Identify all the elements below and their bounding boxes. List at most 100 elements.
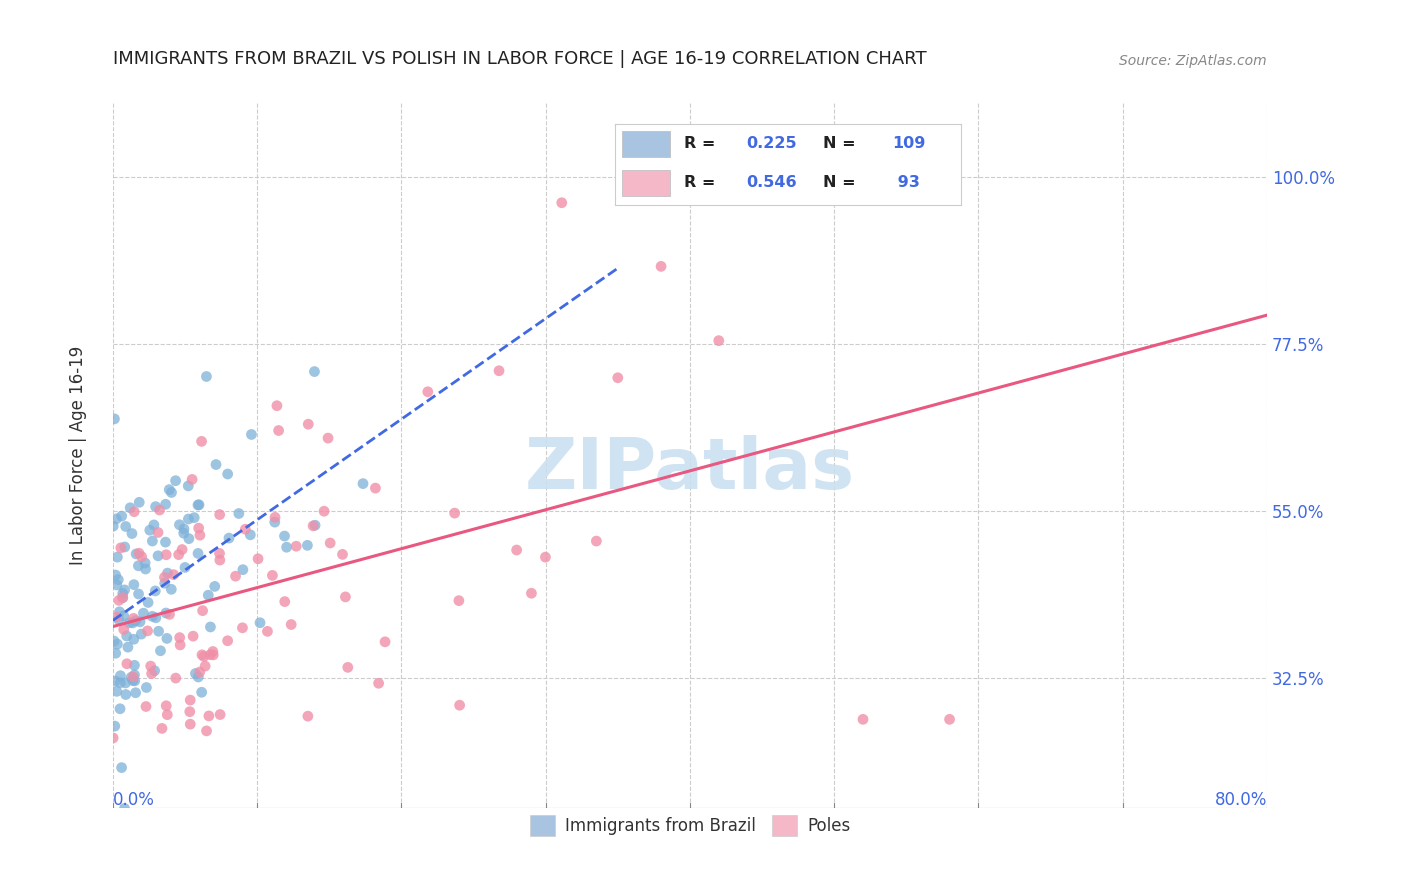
Point [128, 587, 150, 601]
Point [148, 503, 170, 517]
Legend: Immigrants from Brazil, Poles: Immigrants from Brazil, Poles [523, 809, 858, 842]
Point [111, 591, 134, 605]
Point [143, 583, 166, 598]
Point [232, 563, 254, 577]
Point [105, 578, 128, 592]
Point [488, 364, 510, 378]
Point [177, 532, 200, 546]
Point [184, 666, 207, 681]
Point [136, 595, 159, 609]
Point [233, 522, 256, 536]
Point [160, 582, 183, 597]
Point [297, 538, 319, 552]
Point [172, 542, 194, 557]
Point [124, 668, 146, 682]
Point [374, 635, 396, 649]
Point [247, 551, 270, 566]
Point [188, 498, 211, 512]
Point [149, 644, 172, 658]
Point [139, 659, 162, 673]
Point [165, 671, 187, 685]
Point [104, 719, 127, 733]
Point [121, 615, 143, 630]
Point [332, 547, 354, 561]
Point [159, 607, 181, 622]
Point [218, 531, 240, 545]
Point [122, 611, 145, 625]
Point [124, 686, 146, 700]
Point [105, 610, 128, 624]
Point [297, 417, 319, 432]
Point [155, 606, 177, 620]
Point [267, 424, 290, 438]
Point [103, 634, 125, 648]
Point [201, 644, 224, 658]
Point [114, 688, 136, 702]
Point [134, 556, 156, 570]
Point [110, 541, 132, 555]
Point [187, 670, 209, 684]
Point [141, 666, 163, 681]
Point [146, 525, 169, 540]
Point [194, 659, 217, 673]
Point [108, 702, 131, 716]
Point [139, 523, 162, 537]
Point [136, 624, 159, 638]
Point [169, 638, 191, 652]
Point [336, 660, 359, 674]
Point [650, 260, 672, 274]
Point [153, 570, 176, 584]
Point [534, 550, 557, 565]
Point [266, 399, 288, 413]
Point [262, 568, 284, 582]
Point [143, 664, 166, 678]
Point [187, 498, 209, 512]
Point [156, 566, 179, 581]
Point [551, 195, 574, 210]
Point [155, 548, 177, 562]
Point [155, 698, 177, 713]
Point [240, 427, 263, 442]
Point [131, 549, 153, 564]
Point [297, 709, 319, 723]
Point [108, 613, 131, 627]
Point [132, 606, 155, 620]
Point [122, 632, 145, 647]
Point [209, 707, 232, 722]
Point [128, 495, 150, 509]
Point [276, 540, 298, 554]
Point [105, 637, 128, 651]
Point [316, 431, 339, 445]
Point [145, 500, 167, 514]
Point [169, 517, 191, 532]
Point [141, 534, 163, 549]
Point [131, 627, 153, 641]
Point [352, 476, 374, 491]
Point [707, 334, 730, 348]
Point [155, 535, 177, 549]
Point [183, 510, 205, 524]
Point [364, 481, 387, 495]
Point [312, 504, 335, 518]
Point [273, 529, 295, 543]
Point [110, 669, 132, 683]
Point [101, 731, 124, 745]
Point [177, 512, 200, 526]
Point [179, 717, 201, 731]
Point [127, 558, 149, 573]
Point [443, 506, 465, 520]
Point [104, 674, 127, 689]
Point [447, 593, 470, 607]
Point [124, 673, 146, 688]
Point [163, 567, 186, 582]
Point [108, 593, 131, 607]
Point [111, 586, 134, 600]
Point [197, 588, 219, 602]
Point [128, 546, 150, 560]
Point [190, 434, 212, 449]
Point [114, 676, 136, 690]
Point [191, 604, 214, 618]
Point [167, 548, 190, 562]
Point [367, 676, 389, 690]
Point [124, 614, 146, 628]
